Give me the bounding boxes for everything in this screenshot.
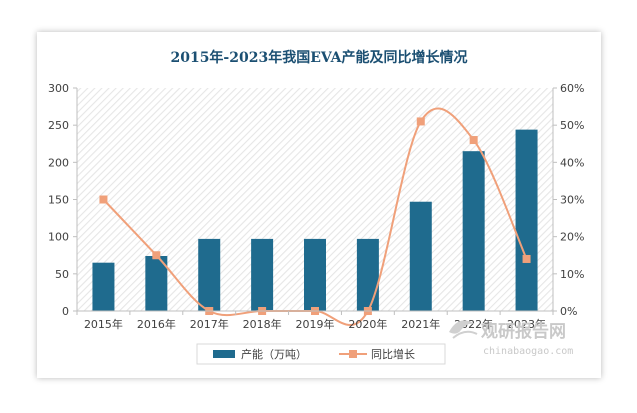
watermark-cn: 观研报告网	[480, 321, 566, 342]
x-tick-label: 2023年	[507, 317, 546, 331]
y-right-tick-label: 0%	[560, 305, 577, 318]
x-tick-label: 2018年	[243, 317, 282, 331]
y-right-tick-label: 20%	[560, 231, 584, 244]
legend-label-line: 同比增长	[371, 347, 415, 361]
watermark: 观研报告网 chinabaogao.com	[449, 320, 573, 357]
legend-swatch-bar	[213, 350, 235, 358]
bar-2020年	[356, 238, 379, 311]
bar-2021年	[409, 201, 432, 311]
growth-point-2023年	[522, 254, 531, 263]
bar-2022年	[462, 151, 485, 311]
watermark-en: chinabaogao.com	[483, 346, 573, 357]
y-left-tick-label: 50	[55, 268, 69, 281]
bar-2016年	[145, 255, 168, 311]
bar-2018年	[251, 238, 274, 311]
growth-line	[102, 107, 528, 326]
legend: 产能（万吨） 同比增长	[196, 343, 446, 365]
y-left-tick-label: 200	[48, 156, 69, 169]
legend-label-bar: 产能（万吨）	[241, 347, 307, 361]
y-left-tick-label: 250	[48, 119, 69, 132]
growth-point-2015年	[99, 195, 108, 204]
bar-2019年	[304, 238, 326, 311]
legend-swatch-marker	[349, 350, 357, 358]
x-tick-label: 2019年	[296, 317, 335, 331]
y-left-tick-label: 300	[48, 82, 69, 95]
chart-svg: 2015年-2023年我国EVA产能及同比增长情况 0 50 100 150 200 25…	[48, 49, 584, 365]
growth-point-2016年	[152, 251, 161, 260]
y-left-tick-label: 100	[48, 231, 69, 244]
bar-2015年	[92, 262, 115, 311]
y-right-tick-label: 50%	[560, 119, 584, 132]
legend-box	[196, 343, 446, 365]
x-tick-label: 2015年	[84, 317, 123, 331]
bar-2023年	[515, 129, 538, 311]
x-tick-label: 2020年	[348, 317, 387, 331]
growth-point-2021年	[416, 117, 425, 126]
y-right-tick-label: 40%	[560, 156, 584, 169]
y-left-tick-label: 150	[48, 194, 69, 207]
chart-title: 2015年-2023年我国EVA产能及同比增长情况	[170, 49, 467, 66]
x-tick-label: 2017年	[190, 317, 229, 331]
growth-point-2022年	[469, 136, 478, 145]
y-left-tick-label: 0	[62, 305, 69, 318]
x-tick-label: 2016年	[137, 317, 176, 331]
y-right-tick-label: 30%	[560, 194, 584, 207]
bar-2017年	[198, 238, 221, 311]
x-tick-label: 2021年	[401, 317, 440, 331]
wave-swoosh-icon	[449, 320, 478, 339]
y-right-tick-label: 60%	[560, 82, 584, 95]
y-right-tick-label: 10%	[560, 268, 584, 281]
chart-card: 2015年-2023年我国EVA产能及同比增长情况 0 50 100 150 200 25…	[37, 32, 601, 378]
